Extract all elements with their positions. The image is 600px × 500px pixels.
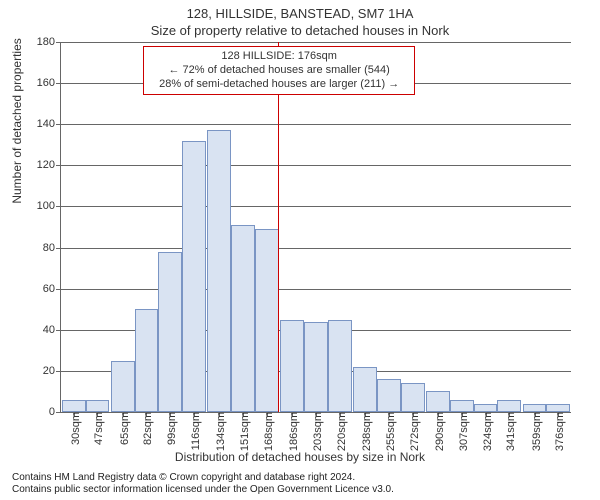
histogram-bar — [497, 400, 521, 412]
callout-line-3: 28% of semi-detached houses are larger (… — [150, 78, 408, 92]
y-tick-label: 140 — [37, 118, 61, 130]
histogram-bar — [353, 367, 377, 412]
x-tick-label: 324sqm — [478, 412, 494, 451]
histogram-bar — [135, 309, 159, 412]
histogram-bar — [231, 225, 255, 412]
x-tick-label: 168sqm — [259, 412, 275, 451]
credit-text: Contains HM Land Registry data © Crown c… — [12, 472, 588, 496]
histogram-bar — [474, 404, 498, 412]
histogram-bar — [182, 141, 206, 412]
histogram-bar — [86, 400, 110, 412]
x-tick-label: 341sqm — [501, 412, 517, 451]
x-tick-label: 238sqm — [357, 412, 373, 451]
y-tick-label: 80 — [43, 242, 61, 254]
histogram-bar — [111, 361, 135, 412]
y-tick-label: 0 — [49, 406, 61, 418]
page-title: 128, HILLSIDE, BANSTEAD, SM7 1HA — [0, 0, 600, 21]
histogram-bar — [328, 320, 352, 413]
chart-subtitle: Size of property relative to detached ho… — [0, 21, 600, 38]
histogram-bar — [158, 252, 182, 412]
histogram-bar — [255, 229, 279, 412]
x-tick-label: 30sqm — [66, 412, 82, 445]
x-tick-label: 359sqm — [527, 412, 543, 451]
histogram-bar — [377, 379, 401, 412]
x-tick-label: 99sqm — [162, 412, 178, 445]
x-tick-label: 255sqm — [381, 412, 397, 451]
x-axis-label: Distribution of detached houses by size … — [0, 450, 600, 464]
histogram-bar — [304, 322, 328, 412]
callout-line-2: ← 72% of detached houses are smaller (54… — [150, 64, 408, 78]
x-tick-label: 82sqm — [138, 412, 154, 445]
x-tick-label: 290sqm — [430, 412, 446, 451]
histogram-bar — [280, 320, 304, 413]
y-axis-label: Number of detached properties — [10, 38, 24, 203]
x-tick-label: 186sqm — [284, 412, 300, 451]
y-tick-label: 180 — [37, 36, 61, 48]
y-tick-label: 120 — [37, 159, 61, 171]
histogram-bar — [523, 404, 547, 412]
x-tick-label: 307sqm — [454, 412, 470, 451]
x-tick-label: 116sqm — [186, 412, 202, 450]
histogram-bar — [426, 391, 450, 412]
y-tick-label: 100 — [37, 200, 61, 212]
y-tick-label: 60 — [43, 283, 61, 295]
y-tick-label: 20 — [43, 365, 61, 377]
x-tick-label: 134sqm — [211, 412, 227, 451]
histogram-bar — [401, 383, 425, 412]
histogram-bar — [546, 404, 570, 412]
x-tick-label: 47sqm — [89, 412, 105, 445]
y-tick-label: 160 — [37, 77, 61, 89]
x-tick-label: 376sqm — [550, 412, 566, 451]
callout-box: 128 HILLSIDE: 176sqm ← 72% of detached h… — [143, 46, 415, 95]
histogram-bar — [62, 400, 86, 412]
histogram-plot: 02040608010012014016018030sqm47sqm65sqm8… — [60, 42, 571, 413]
y-tick-label: 40 — [43, 324, 61, 336]
histogram-bar — [207, 130, 231, 412]
x-tick-label: 220sqm — [332, 412, 348, 451]
x-tick-label: 272sqm — [405, 412, 421, 451]
marker-line — [278, 42, 279, 412]
x-tick-label: 65sqm — [115, 412, 131, 445]
histogram-bar — [450, 400, 474, 412]
callout-line-1: 128 HILLSIDE: 176sqm — [150, 50, 408, 64]
x-tick-label: 203sqm — [308, 412, 324, 451]
x-tick-label: 151sqm — [235, 412, 251, 451]
